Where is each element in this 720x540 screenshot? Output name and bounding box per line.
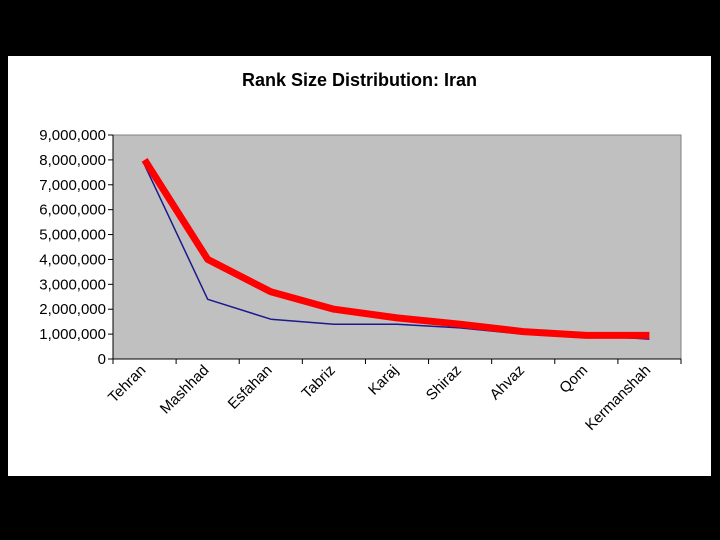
x-tick-label: Ahvaz — [487, 362, 529, 404]
y-tick-label: 4,000,000 — [39, 251, 106, 268]
x-tick-label: Shiraz — [423, 362, 465, 404]
y-tick-label: 9,000,000 — [39, 127, 106, 144]
y-tick-label: 0 — [98, 351, 106, 368]
x-tick-label: Kermanshah — [582, 362, 654, 434]
chart-panel: Rank Size Distribution: Iran 0 1,000,000 2… — [8, 56, 711, 476]
y-tick-label: 7,000,000 — [39, 177, 106, 194]
y-tick-label: 5,000,000 — [39, 227, 106, 244]
x-tick-label: Karaj — [365, 362, 402, 399]
x-tick-label: Esfahan — [225, 362, 276, 413]
x-tick-label: Qom — [556, 362, 591, 397]
chart-title: Rank Size Distribution: Iran — [241, 70, 478, 90]
chart-canvas: 0 1,000,000 2,000,000 3,000,000 4,000,000 5,0… — [39, 127, 682, 434]
series-line-2 — [141, 158, 650, 339]
y-tick-label: 8,000,000 — [39, 152, 106, 169]
y-tick-label: 1,000,000 — [39, 326, 106, 343]
x-tick-label: Tehran — [105, 362, 149, 406]
y-tick-label: 6,000,000 — [39, 202, 106, 219]
y-tick-label: 3,000,000 — [39, 276, 106, 293]
plot-area — [112, 134, 682, 360]
x-tick-label: Mashhad — [157, 362, 213, 418]
y-tick-label: 2,000,000 — [39, 301, 106, 318]
x-tick-label: Tabriz — [298, 362, 338, 402]
